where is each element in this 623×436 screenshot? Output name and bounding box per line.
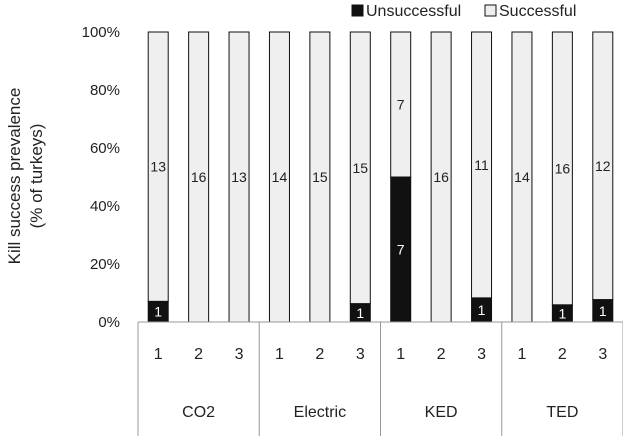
data-label-successful: 14 [514,169,530,185]
x-group-label: KED [425,404,458,421]
x-category-label: 1 [518,346,527,363]
y-tick-label: 0% [98,314,120,331]
data-label-successful: 16 [433,169,449,185]
legend-label: Unsuccessful [366,3,461,20]
x-category-label: 2 [315,346,324,363]
x-category-label: 2 [437,346,446,363]
data-label-successful: 16 [555,160,571,176]
data-label-unsuccessful: 1 [154,304,162,320]
y-tick-label: 100% [82,24,120,41]
data-label-successful: 13 [150,159,166,175]
x-category-label: 1 [396,346,405,363]
data-label-unsuccessful: 1 [478,302,486,318]
x-axis: 1 2 3 CO2 1 2 3 Electric 1 2 3 KED 1 2 3 TED [137,321,623,436]
data-label-unsuccessful: 1 [356,305,364,321]
legend-label: Successful [499,3,576,20]
x-category-label: 3 [235,346,244,363]
legend-swatch [484,4,497,17]
x-group-label: CO2 [182,404,215,421]
y-axis-label: Kill success prevalence (% of turkeys) [5,88,46,265]
data-label-successful: 14 [272,169,288,185]
legend-swatch [351,4,364,17]
legend: Unsuccessful Successful [351,3,576,20]
x-category-label: 3 [598,346,607,363]
data-label-unsuccessful: 7 [397,242,405,258]
y-tick-label: 40% [90,198,120,215]
data-label-successful: 13 [231,169,247,185]
y-tick-label: 80% [90,82,120,99]
data-label-unsuccessful: 1 [558,305,566,321]
data-label-unsuccessful: 1 [599,303,607,319]
data-label-successful: 12 [595,158,611,174]
x-group-label: Electric [294,404,346,421]
y-tick-label: 60% [90,140,120,157]
x-category-label: 1 [154,346,163,363]
x-category-label: 3 [356,346,365,363]
data-label-successful: 16 [191,169,207,185]
y-axis-ticks: 0% 20% 40% 60% 80% 100% [82,24,120,331]
x-group-label: TED [546,404,578,421]
data-label-successful: 7 [397,97,405,113]
y-axis-label-line-2: (% of turkeys) [27,124,46,229]
data-label-successful: 15 [312,169,328,185]
x-category-label: 1 [275,346,284,363]
x-category-label: 2 [194,346,203,363]
y-tick-label: 20% [90,256,120,273]
x-category-label: 2 [558,346,567,363]
data-label-successful: 11 [474,157,489,173]
data-label-successful: 15 [353,160,369,176]
y-axis-label-line-1: Kill success prevalence [5,88,24,265]
x-category-label: 3 [477,346,486,363]
